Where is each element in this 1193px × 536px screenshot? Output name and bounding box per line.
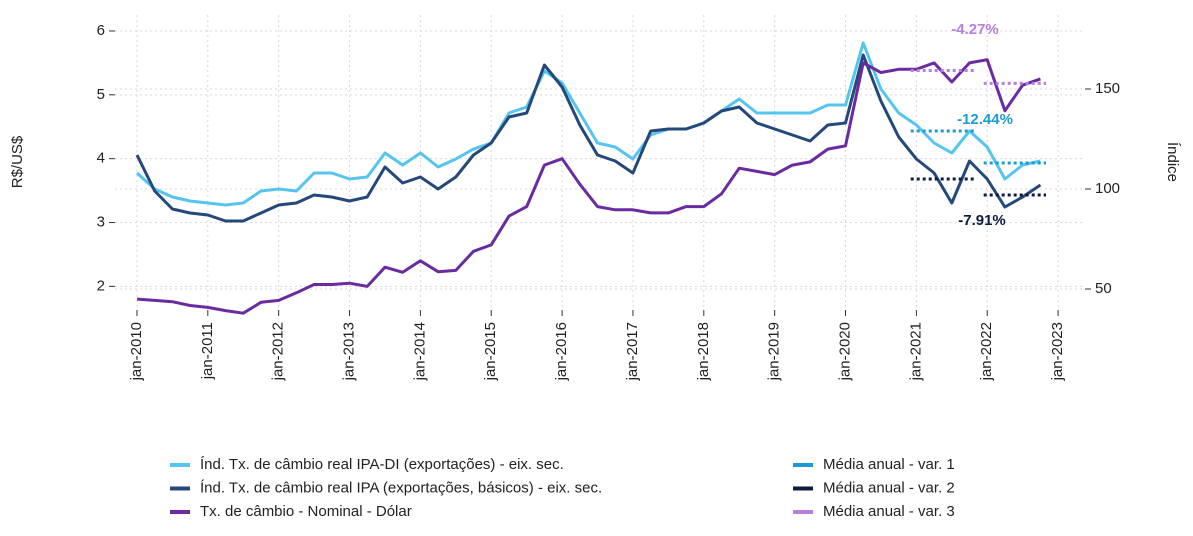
- x-tick-label: jan-2015: [482, 322, 499, 381]
- y2-tick-label: 50: [1095, 280, 1112, 297]
- annotation: -7.91%: [958, 212, 1006, 229]
- series-line: [136, 58, 1041, 315]
- legend-label: Índ. Tx. de câmbio real IPA-DI (exportaç…: [200, 456, 564, 473]
- x-tick-label: jan-2012: [270, 322, 287, 381]
- legend-label: Média anual - var. 2: [823, 479, 955, 496]
- x-tick-label: jan-2020: [836, 322, 853, 381]
- x-tick-label: jan-2016: [553, 322, 570, 381]
- x-tick-label: jan-2010: [128, 322, 145, 381]
- y-tick-label: 4: [97, 150, 105, 167]
- legend-label: Média anual - var. 3: [823, 503, 955, 520]
- y2-tick-label: 100: [1095, 180, 1120, 197]
- y2-axis-title: Índice: [1164, 142, 1181, 182]
- x-tick-label: jan-2018: [695, 322, 712, 381]
- x-tick-label: jan-2013: [340, 322, 357, 381]
- x-tick-label: jan-2014: [411, 322, 428, 381]
- legend-label: Média anual - var. 1: [823, 456, 955, 473]
- x-tick-label: jan-2011: [199, 322, 216, 380]
- x-tick-label: jan-2022: [978, 322, 995, 381]
- x-tick-label: jan-2023: [1049, 322, 1066, 381]
- x-tick-label: jan-2019: [766, 322, 783, 381]
- x-tick-label: jan-2017: [624, 322, 641, 381]
- y-tick-label: 2: [97, 277, 105, 294]
- annotation: -4.27%: [951, 21, 999, 38]
- y-tick-label: 5: [97, 86, 105, 103]
- x-tick-label: jan-2021: [907, 322, 924, 381]
- annotation: -12.44%: [957, 111, 1013, 128]
- y2-tick-label: 150: [1095, 80, 1120, 97]
- y-axis-title: R$/US$: [9, 135, 26, 188]
- series-line: [135, 41, 1041, 207]
- y-tick-label: 3: [97, 213, 105, 230]
- series-line: [135, 53, 1042, 223]
- y-tick-label: 6: [97, 22, 105, 39]
- legend-label: Tx. de câmbio - Nominal - Dólar: [200, 503, 412, 520]
- legend-label: Índ. Tx. de câmbio real IPA (exportações…: [200, 479, 602, 496]
